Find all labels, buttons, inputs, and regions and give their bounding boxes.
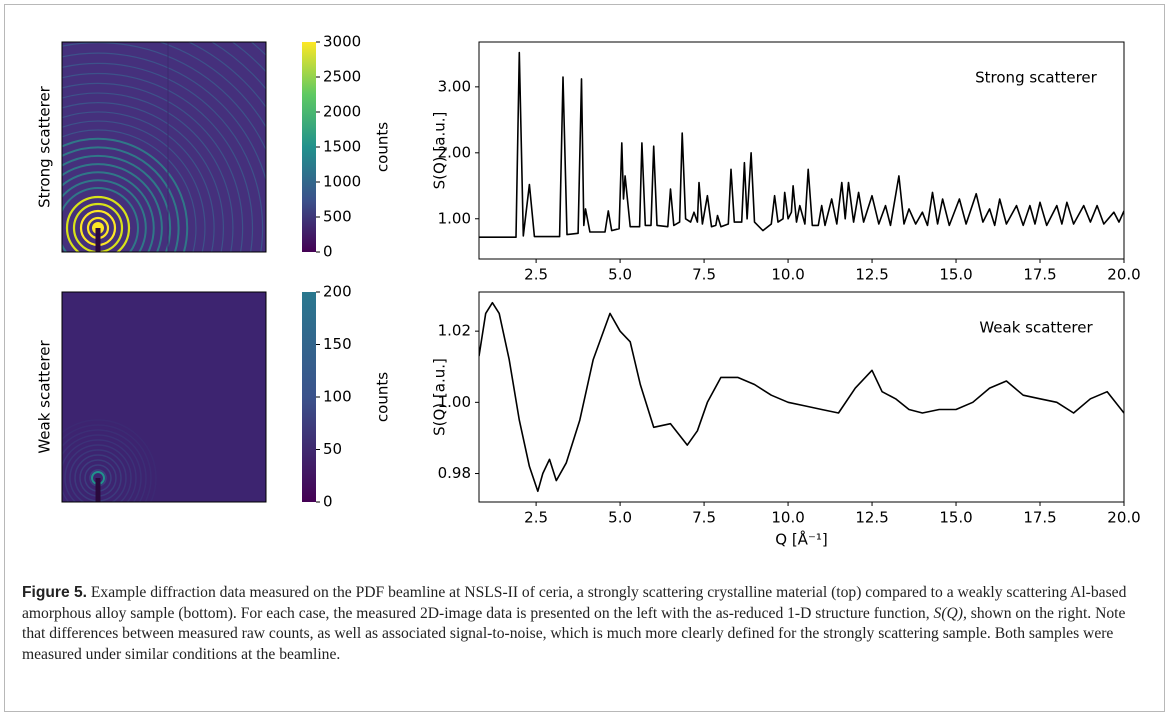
x-tick-label: 10.0 [771,509,804,527]
plot-frame [478,41,1125,260]
caption-math: S(Q) [933,604,963,622]
colorbar-tick-label: 200 [323,283,352,301]
x-tick-label: 5.0 [608,509,632,527]
plot-frame [478,291,1125,503]
ring [62,52,266,182]
ring [62,163,163,252]
y-tick-label: 1.00 [438,393,471,411]
x-axis-label: Q [Å⁻¹] [775,530,827,549]
ring [62,129,197,252]
colorbar-tick-label: 1000 [323,173,361,191]
ring [62,62,264,252]
ring [62,187,139,252]
x-tick-label: 12.5 [855,266,888,284]
colorbar-tick-label: 150 [323,335,352,353]
ring [62,434,142,502]
ring [62,137,189,252]
ring [69,449,127,502]
beamstop [95,228,101,252]
x-tick-label: 20.0 [1107,266,1140,284]
ring [62,171,155,252]
y-axis-label: S(Q) [a.u.] [431,112,449,190]
ring [62,72,254,252]
ring [62,179,147,252]
image-background [62,292,266,502]
colorbar-tick-label: 1500 [323,138,361,156]
ring [62,92,234,252]
beamstop [95,478,101,502]
colorbar-tick-label: 0 [323,493,333,511]
ring [62,111,215,252]
colorbar-tick-label: 2500 [323,68,361,86]
x-tick-label: 5.0 [608,266,632,284]
colorbar-tick-label: 0 [323,243,333,261]
caption: Figure 5. Example diffraction data measu… [22,583,1142,665]
image-ylabel: Weak scatterer [36,340,54,454]
x-tick-label: 10.0 [771,266,804,284]
ring [62,120,206,252]
ring [62,439,137,502]
ring [62,146,180,252]
x-tick-label: 2.5 [524,266,548,284]
colorbar [302,42,316,252]
ring [62,102,224,252]
colorbar-tick-label: 500 [323,208,352,226]
ring [62,429,147,502]
ring [62,82,244,252]
caption-text: Example diffraction data measured on the… [22,584,1127,622]
ring [62,424,152,502]
x-tick-label: 17.5 [1023,509,1056,527]
y-axis-label: S(Q) [a.u.] [431,358,449,436]
x-tick-label: 15.0 [939,509,972,527]
caption-label: Figure 5. [22,584,87,601]
x-tick-label: 7.5 [692,509,716,527]
annotation: Weak scatterer [979,319,1093,337]
colorbar-tick-label: 100 [323,388,352,406]
annotation: Strong scatterer [975,69,1098,87]
y-tick-label: 2.00 [438,143,471,161]
colorbar [302,292,316,502]
x-tick-label: 12.5 [855,509,888,527]
colorbar-tick-label: 3000 [323,33,361,51]
colorbar-label: counts [374,372,392,422]
detector-image [62,292,266,502]
y-tick-label: 0.98 [438,464,471,482]
colorbar-tick-label: 2000 [323,103,361,121]
ring [64,444,132,502]
ring [62,154,172,252]
figure-border [4,4,1165,712]
y-tick-label: 3.00 [438,77,471,95]
y-tick-label: 1.00 [438,209,471,227]
colorbar-tick-label: 50 [323,440,342,458]
x-tick-label: 17.5 [1023,266,1056,284]
caption-text: , shown on the right. Note that differen… [22,604,1126,663]
detector-image [62,42,266,252]
x-tick-label: 7.5 [692,266,716,284]
data-line [479,301,1124,493]
x-tick-label: 20.0 [1107,509,1140,527]
image-frame [61,291,267,503]
ring [62,42,266,152]
y-tick-label: 1.02 [438,322,471,340]
image-frame [61,41,267,253]
colorbar-label: counts [374,122,392,172]
ring [72,202,124,252]
data-line [479,51,1124,238]
ring [65,195,131,252]
x-tick-label: 15.0 [939,266,972,284]
ring [62,419,157,502]
x-tick-label: 2.5 [524,509,548,527]
image-ylabel: Strong scatterer [36,85,54,208]
